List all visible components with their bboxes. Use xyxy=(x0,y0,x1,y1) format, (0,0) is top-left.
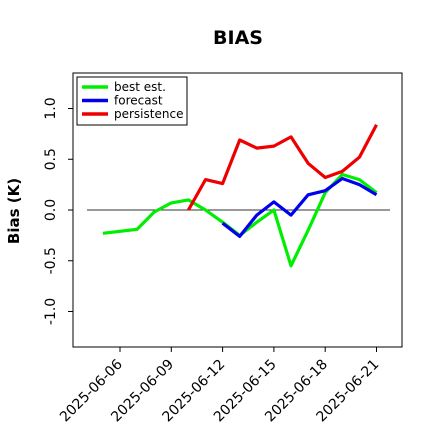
plot-frame xyxy=(72,72,403,348)
y-tick-label: 0.5 xyxy=(43,148,59,170)
y-tick-label: 1.0 xyxy=(43,97,59,119)
y-tick-label: -1.0 xyxy=(43,298,59,325)
y-axis-label: Bias (K) xyxy=(5,178,23,244)
y-tick-label: 0.0 xyxy=(43,199,59,221)
y-tick-label: -0.5 xyxy=(43,247,59,274)
chart-title: BIAS xyxy=(213,27,263,49)
legend-label-forecast: forecast xyxy=(114,94,163,108)
series-line-persistence xyxy=(187,124,378,211)
series-line-forecast xyxy=(221,176,378,238)
legend-label-persistence: persistence xyxy=(114,107,183,121)
legend-label-best-est: best est. xyxy=(114,80,166,94)
